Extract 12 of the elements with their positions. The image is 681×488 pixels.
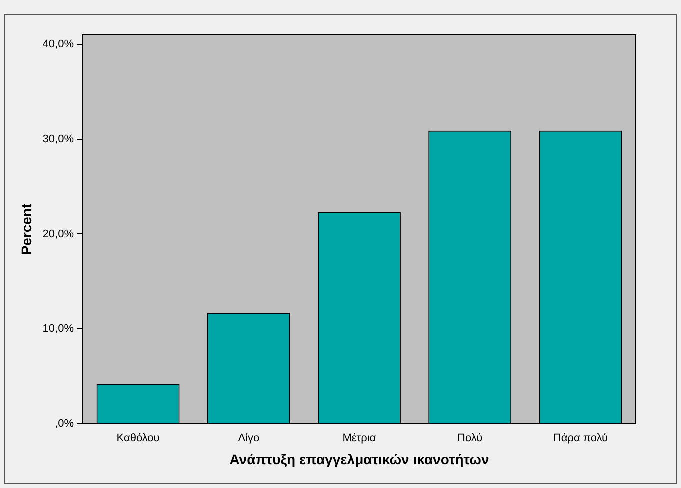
y-tick-label: ,0% — [55, 418, 74, 430]
x-tick-label: Πάρα πολύ — [553, 432, 608, 445]
x-tick-label: Μέτρια — [342, 432, 377, 445]
x-axis-title: Ανάπτυξη επαγγελματικών ικανοτήτων — [230, 451, 490, 468]
y-tick-label: 40,0% — [42, 38, 74, 51]
x-tick-label: Πολύ — [458, 432, 483, 445]
y-tick-label: 20,0% — [42, 228, 74, 240]
x-tick-label: Λίγο — [238, 432, 260, 445]
y-tick-label: 10,0% — [42, 323, 74, 336]
y-tick-label: 30,0% — [42, 133, 74, 146]
x-tick-label: Καθόλου — [116, 432, 160, 445]
y-axis-title: Percent — [18, 203, 34, 256]
